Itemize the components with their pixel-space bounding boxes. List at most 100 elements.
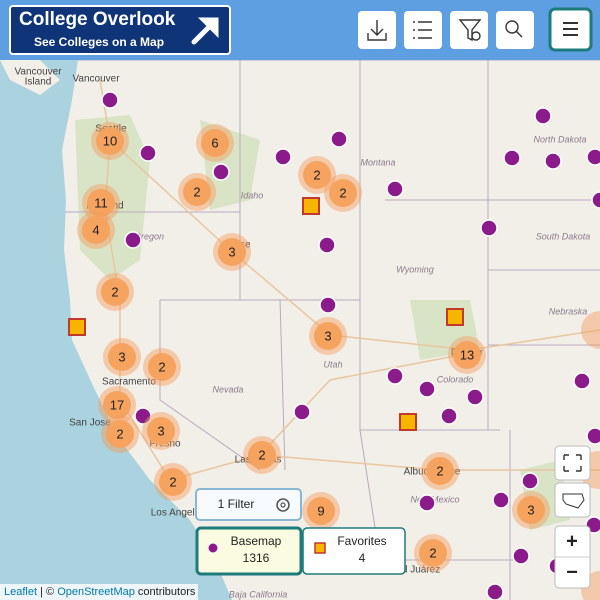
college-marker[interactable] — [330, 130, 348, 148]
usa-icon — [562, 493, 585, 509]
filter-button[interactable] — [450, 11, 488, 49]
cluster[interactable]: 6 — [196, 124, 234, 162]
college-marker[interactable] — [418, 494, 436, 512]
filter-box — [195, 488, 302, 521]
college-marker[interactable] — [134, 407, 152, 425]
cluster[interactable]: 2 — [178, 173, 216, 211]
usa-button[interactable] — [554, 482, 591, 518]
map-label: Vancouver — [14, 67, 62, 78]
cluster[interactable]: 2 — [154, 463, 192, 501]
cluster-core — [183, 178, 211, 206]
leaflet-link[interactable]: Leaflet — [4, 586, 37, 598]
cluster-core — [517, 496, 545, 524]
college-marker[interactable] — [319, 296, 337, 314]
cluster-count: 2 — [429, 545, 436, 560]
cluster[interactable]: 3 — [213, 233, 251, 271]
college-marker[interactable] — [512, 547, 530, 565]
usa-box — [554, 482, 591, 518]
cluster[interactable]: 2 — [143, 348, 181, 386]
cluster-count: 3 — [228, 244, 235, 259]
college-marker[interactable] — [418, 380, 436, 398]
favorite-marker[interactable] — [68, 318, 86, 336]
college-marker[interactable] — [486, 583, 504, 600]
college-marker[interactable] — [586, 427, 600, 445]
favorites-count: 4 — [359, 551, 366, 565]
college-marker[interactable] — [503, 149, 521, 167]
college-marker[interactable] — [492, 491, 510, 509]
college-marker[interactable] — [534, 107, 552, 125]
college-marker[interactable] — [293, 403, 311, 421]
basemap-box — [195, 526, 303, 576]
search-icon — [505, 20, 519, 34]
map-label: Idaho — [241, 190, 264, 200]
cluster-core — [314, 322, 342, 350]
cluster[interactable]: 17 — [98, 386, 136, 424]
college-marker[interactable] — [124, 231, 142, 249]
island — [0, 60, 60, 95]
college-marker[interactable] — [139, 144, 157, 162]
map-label: Sacramento — [102, 377, 156, 388]
cluster[interactable]: 2 — [101, 415, 139, 453]
cluster-count: 3 — [527, 502, 534, 517]
zoom-out[interactable]: − — [566, 561, 578, 583]
favorite-marker[interactable] — [446, 308, 464, 326]
college-marker[interactable] — [480, 219, 498, 237]
cluster-count: 2 — [258, 447, 265, 462]
basemap-label: Basemap — [231, 534, 282, 548]
cluster[interactable]: 2 — [414, 534, 452, 572]
cluster[interactable]: 13 — [448, 336, 486, 374]
cluster[interactable]: 2 — [324, 174, 362, 212]
favorite-marker[interactable] — [399, 413, 417, 431]
college-marker[interactable] — [521, 472, 539, 490]
college-marker[interactable] — [586, 148, 600, 166]
college-marker[interactable] — [466, 388, 484, 406]
college-marker[interactable] — [101, 91, 119, 109]
cluster[interactable]: 3 — [309, 317, 347, 355]
college-marker[interactable] — [573, 372, 591, 390]
fullscreen-box — [554, 445, 591, 481]
map-label: Colorado — [437, 374, 474, 384]
cluster-core — [419, 539, 447, 567]
fullscreen-button[interactable] — [554, 445, 591, 481]
cluster[interactable]: 3 — [512, 491, 550, 529]
cluster-count: 13 — [460, 347, 474, 362]
legend-favorites[interactable]: Favorites 4 — [302, 527, 406, 575]
cluster[interactable]: 2 — [243, 436, 281, 474]
college-marker[interactable] — [212, 163, 230, 181]
menu-icon — [563, 22, 578, 36]
legend-basemap[interactable]: Basemap 1316 — [195, 526, 303, 576]
cluster[interactable]: 2 — [298, 156, 336, 194]
college-marker[interactable] — [591, 191, 600, 209]
cluster[interactable]: 2 — [421, 452, 459, 490]
college-marker[interactable] — [544, 152, 562, 170]
map-label: Montana — [360, 157, 395, 167]
cluster-core — [248, 441, 276, 469]
college-marker[interactable] — [386, 180, 404, 198]
filter-gear — [471, 31, 481, 41]
cluster[interactable]: 2 — [96, 273, 134, 311]
cluster[interactable]: 11 — [82, 184, 120, 222]
cluster[interactable]: 9 — [302, 492, 340, 530]
cluster-count: 3 — [157, 423, 164, 438]
zoom-in[interactable]: + — [566, 530, 578, 552]
college-marker[interactable] — [318, 236, 336, 254]
cluster[interactable]: 3 — [103, 338, 141, 376]
college-marker[interactable] — [440, 407, 458, 425]
filter-control[interactable]: 1 Filter — [195, 488, 302, 521]
attribution: Leaflet | © OpenStreetMap contributors — [4, 586, 196, 598]
cluster[interactable]: 10 — [91, 122, 129, 160]
college-marker[interactable] — [274, 148, 292, 166]
title-box[interactable]: College Overlook See Colleges on a Map — [9, 5, 231, 55]
search-button[interactable] — [496, 11, 534, 49]
cluster-core — [148, 353, 176, 381]
map-label: Wyoming — [396, 264, 434, 274]
cluster[interactable]: 4 — [77, 211, 115, 249]
cluster[interactable]: 3 — [142, 412, 180, 450]
cluster-count: 2 — [339, 185, 346, 200]
osm-link[interactable]: OpenStreetMap — [57, 586, 135, 598]
favorite-marker[interactable] — [302, 197, 320, 215]
cluster-count: 4 — [92, 222, 99, 237]
college-marker[interactable] — [386, 367, 404, 385]
favorites-label: Favorites — [337, 534, 386, 548]
